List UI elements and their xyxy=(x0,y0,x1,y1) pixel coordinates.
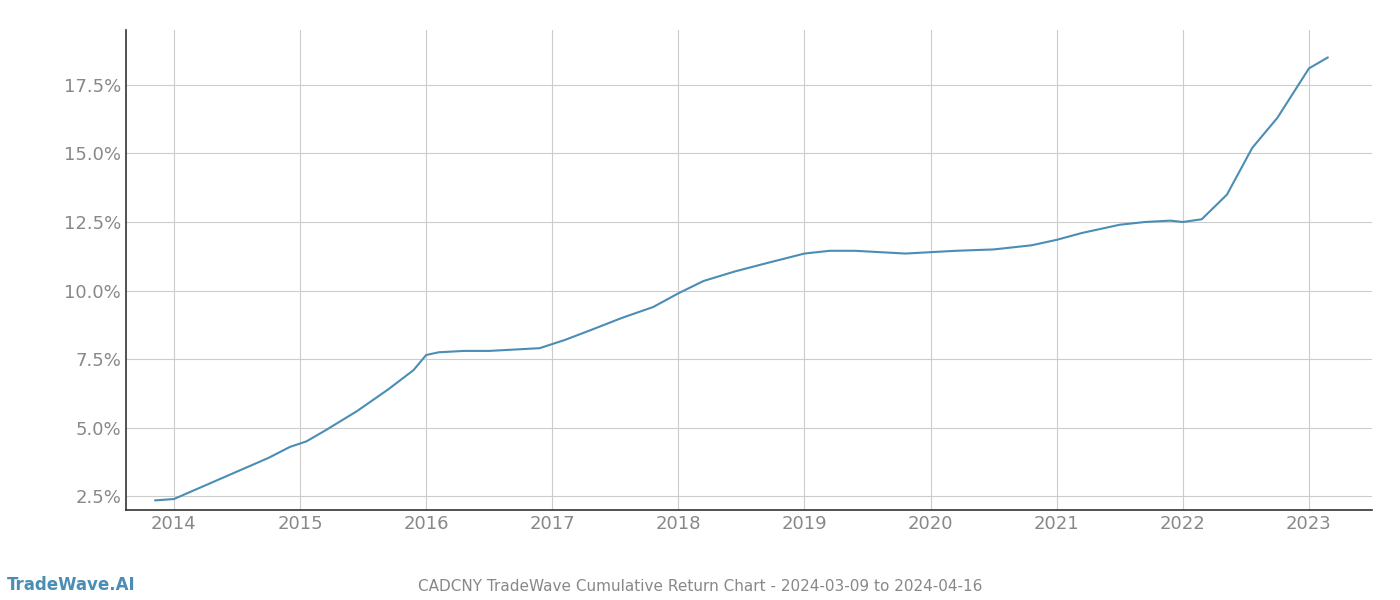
Text: TradeWave.AI: TradeWave.AI xyxy=(7,576,136,594)
Text: CADCNY TradeWave Cumulative Return Chart - 2024-03-09 to 2024-04-16: CADCNY TradeWave Cumulative Return Chart… xyxy=(417,579,983,594)
